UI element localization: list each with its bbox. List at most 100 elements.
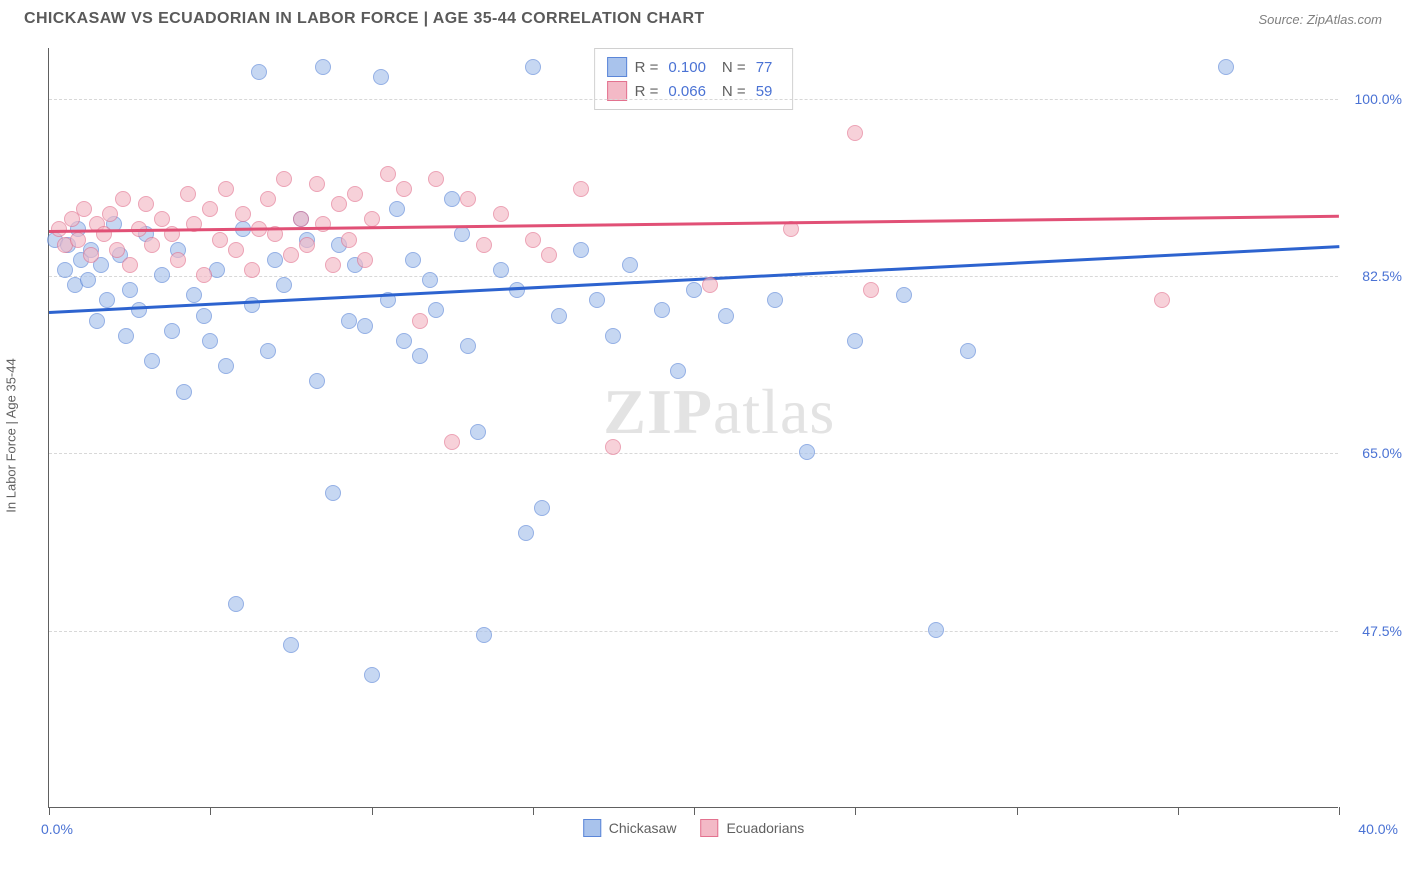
data-point <box>389 201 405 217</box>
y-tick-label: 82.5% <box>1362 268 1402 284</box>
data-point <box>70 232 86 248</box>
data-point <box>686 282 702 298</box>
legend-row-chickasaw: R = 0.100 N = 77 <box>607 55 781 79</box>
data-point <box>573 181 589 197</box>
data-point <box>260 191 276 207</box>
data-point <box>476 237 492 253</box>
data-point <box>118 328 134 344</box>
data-point <box>76 201 92 217</box>
data-point <box>235 206 251 222</box>
data-point <box>422 272 438 288</box>
data-point <box>122 257 138 273</box>
data-point <box>218 358 234 374</box>
legend-r-value-chickasaw: 0.100 <box>668 59 706 76</box>
legend-swatch-icon <box>700 819 718 837</box>
legend-n-label: N = <box>722 59 746 76</box>
data-point <box>928 622 944 638</box>
data-point <box>138 196 154 212</box>
data-point <box>509 282 525 298</box>
data-point <box>551 308 567 324</box>
data-point <box>202 201 218 217</box>
data-point <box>863 282 879 298</box>
x-tick <box>533 807 534 815</box>
data-point <box>267 252 283 268</box>
data-point <box>251 64 267 80</box>
data-point <box>493 262 509 278</box>
x-tick <box>49 807 50 815</box>
data-point <box>799 444 815 460</box>
scatter-chart: In Labor Force | Age 35-44 ZIPatlas 0.0%… <box>48 48 1338 808</box>
gridline <box>49 99 1338 100</box>
data-point <box>396 333 412 349</box>
trend-line <box>49 246 1339 314</box>
data-point <box>164 323 180 339</box>
data-point <box>115 191 131 207</box>
data-point <box>589 292 605 308</box>
data-point <box>341 232 357 248</box>
data-point <box>470 424 486 440</box>
legend-r-value-ecuadorians: 0.066 <box>668 83 706 100</box>
data-point <box>896 287 912 303</box>
data-point <box>144 237 160 253</box>
data-point <box>654 302 670 318</box>
data-point <box>83 247 99 263</box>
data-point <box>460 338 476 354</box>
data-point <box>605 328 621 344</box>
data-point <box>212 232 228 248</box>
data-point <box>309 176 325 192</box>
correlation-legend: R = 0.100 N = 77 R = 0.066 N = 59 <box>594 48 794 110</box>
data-point <box>102 206 118 222</box>
gridline <box>49 276 1338 277</box>
data-point <box>493 206 509 222</box>
data-point <box>122 282 138 298</box>
data-point <box>260 343 276 359</box>
legend-item-ecuadorians: Ecuadorians <box>700 819 804 837</box>
data-point <box>196 267 212 283</box>
data-point <box>276 171 292 187</box>
data-point <box>412 313 428 329</box>
data-point <box>309 373 325 389</box>
data-point <box>315 59 331 75</box>
data-point <box>541 247 557 263</box>
data-point <box>960 343 976 359</box>
data-point <box>364 667 380 683</box>
y-tick-label: 100.0% <box>1355 91 1402 107</box>
legend-n-label: N = <box>722 83 746 100</box>
data-point <box>341 313 357 329</box>
data-point <box>476 627 492 643</box>
data-point <box>315 216 331 232</box>
data-point <box>283 637 299 653</box>
data-point <box>380 166 396 182</box>
data-point <box>702 277 718 293</box>
gridline <box>49 631 1338 632</box>
watermark: ZIPatlas <box>603 375 835 449</box>
data-point <box>57 262 73 278</box>
data-point <box>144 353 160 369</box>
legend-item-chickasaw: Chickasaw <box>583 819 677 837</box>
data-point <box>573 242 589 258</box>
legend-swatch-chickasaw <box>607 57 627 77</box>
data-point <box>428 171 444 187</box>
data-point <box>428 302 444 318</box>
y-tick-label: 65.0% <box>1362 445 1402 461</box>
legend-r-label: R = <box>635 59 659 76</box>
data-point <box>454 226 470 242</box>
data-point <box>847 125 863 141</box>
data-point <box>396 181 412 197</box>
data-point <box>283 247 299 263</box>
data-point <box>293 211 309 227</box>
data-point <box>534 500 550 516</box>
data-point <box>299 237 315 253</box>
data-point <box>525 59 541 75</box>
x-axis-max-label: 40.0% <box>1358 821 1398 837</box>
data-point <box>412 348 428 364</box>
data-point <box>176 384 192 400</box>
data-point <box>405 252 421 268</box>
data-point <box>244 262 260 278</box>
data-point <box>228 596 244 612</box>
data-point <box>325 257 341 273</box>
chart-source: Source: ZipAtlas.com <box>1258 12 1382 27</box>
data-point <box>218 181 234 197</box>
data-point <box>718 308 734 324</box>
x-tick <box>372 807 373 815</box>
